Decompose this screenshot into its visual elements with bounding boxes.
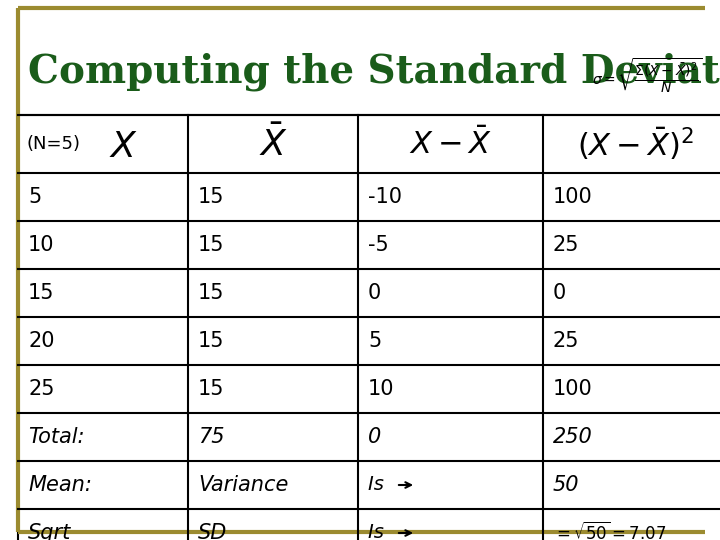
Text: 0: 0 (553, 283, 566, 303)
Text: Computing the Standard Deviation: Computing the Standard Deviation (28, 53, 720, 91)
Text: SD: SD (198, 523, 228, 540)
Text: Sqrt: Sqrt (28, 523, 71, 540)
Text: Mean:: Mean: (28, 475, 92, 495)
Text: 75: 75 (198, 427, 225, 447)
Text: 0: 0 (368, 427, 382, 447)
Text: $(X - \bar{X})^2$: $(X - \bar{X})^2$ (577, 126, 694, 162)
Bar (18, 115, 720, 540)
Text: 25: 25 (553, 331, 580, 351)
Text: 25: 25 (28, 379, 55, 399)
Text: $X - \bar{X}$: $X - \bar{X}$ (409, 128, 492, 160)
Text: (N=5): (N=5) (26, 135, 80, 153)
Text: $\bar{X}$: $\bar{X}$ (258, 125, 287, 163)
Text: $= \sqrt{50} = 7.07$: $= \sqrt{50} = 7.07$ (553, 522, 666, 540)
Text: 15: 15 (28, 283, 55, 303)
Text: 100: 100 (553, 187, 593, 207)
Text: 50: 50 (553, 475, 580, 495)
Text: 0: 0 (368, 283, 382, 303)
Text: -10: -10 (368, 187, 402, 207)
Text: 15: 15 (198, 379, 225, 399)
Text: 10: 10 (28, 235, 55, 255)
Text: Variance: Variance (198, 475, 289, 495)
Text: 15: 15 (198, 331, 225, 351)
Text: 15: 15 (198, 283, 225, 303)
Text: 20: 20 (28, 331, 55, 351)
Text: 10: 10 (368, 379, 395, 399)
Text: 100: 100 (553, 379, 593, 399)
Text: 25: 25 (553, 235, 580, 255)
Text: $\sigma = \sqrt{\dfrac{\Sigma(X-\bar{X})^2}{N}}$: $\sigma = \sqrt{\dfrac{\Sigma(X-\bar{X})… (592, 57, 702, 95)
Text: Is: Is (368, 476, 390, 495)
Text: Total:: Total: (28, 427, 84, 447)
Text: 250: 250 (553, 427, 593, 447)
Text: 15: 15 (198, 187, 225, 207)
Text: 5: 5 (28, 187, 41, 207)
Text: $\mathit{X}$: $\mathit{X}$ (109, 130, 138, 164)
Text: 5: 5 (368, 331, 382, 351)
Text: -5: -5 (368, 235, 389, 255)
Text: Is: Is (368, 523, 390, 540)
Text: 15: 15 (198, 235, 225, 255)
